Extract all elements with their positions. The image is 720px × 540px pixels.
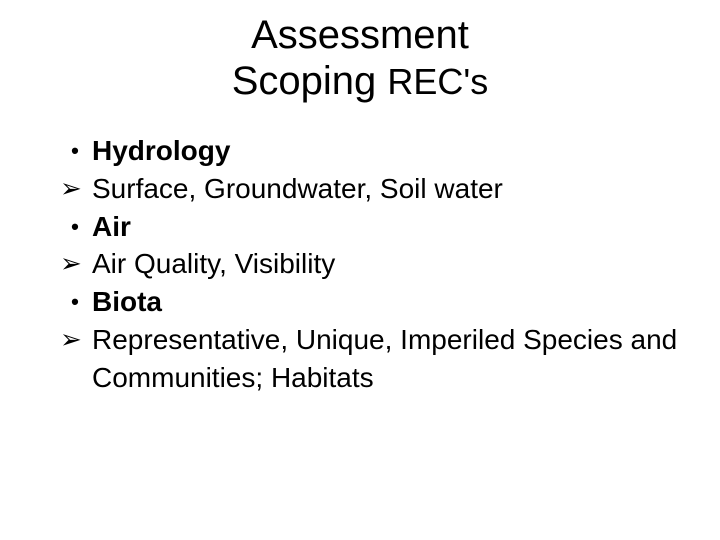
bullet-arrow-icon: ➢: [58, 170, 92, 206]
list-item: • Biota: [58, 283, 680, 321]
list-item: • Hydrology: [58, 132, 680, 170]
bullet-dot-icon: •: [58, 208, 92, 242]
list-item-text: Hydrology: [92, 132, 680, 170]
title-line-1: Assessment: [251, 13, 469, 57]
list-item-text: Biota: [92, 283, 680, 321]
list-item-text: Air: [92, 208, 680, 246]
slide-title: Assessment Scoping REC's: [40, 12, 680, 104]
slide: Assessment Scoping REC's • Hydrology ➢ S…: [0, 0, 720, 540]
bullet-dot-icon: •: [58, 283, 92, 317]
list-item-text: Representative, Unique, Imperiled Specie…: [92, 321, 680, 397]
list-item-text: Surface, Groundwater, Soil water: [92, 170, 680, 208]
list-item: ➢ Representative, Unique, Imperiled Spec…: [58, 321, 680, 397]
list-item: • Air: [58, 208, 680, 246]
bullet-arrow-icon: ➢: [58, 245, 92, 281]
bullet-dot-icon: •: [58, 132, 92, 166]
content-area: • Hydrology ➢ Surface, Groundwater, Soil…: [40, 132, 680, 397]
bullet-arrow-icon: ➢: [58, 321, 92, 357]
title-line-2-suffix: REC's: [387, 61, 488, 102]
list-item: ➢ Air Quality, Visibility: [58, 245, 680, 283]
list-item: ➢ Surface, Groundwater, Soil water: [58, 170, 680, 208]
title-line-2-main: Scoping: [232, 59, 388, 103]
list-item-text: Air Quality, Visibility: [92, 245, 680, 283]
